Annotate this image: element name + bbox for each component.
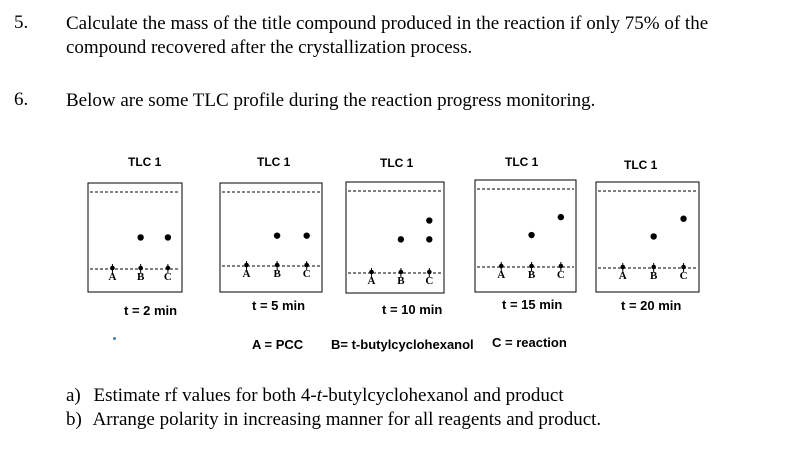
lane-label: C (164, 271, 172, 283)
tlc-spot (427, 269, 432, 275)
tlc-spot (557, 213, 565, 221)
tlc-spot (138, 265, 143, 271)
lane-label: B (137, 271, 145, 283)
tlc-time-label: t = 15 min (502, 297, 563, 312)
tlc-plate-border (474, 179, 577, 293)
tlc-spot (498, 263, 504, 269)
question-number: 6. (14, 89, 29, 110)
tlc-spot (165, 265, 171, 271)
lane-label: B (397, 275, 405, 287)
lane-label: C (303, 268, 311, 280)
tlc-spot (426, 217, 433, 224)
tlc-time-label: t = 10 min (382, 302, 443, 317)
tlc-spot (398, 269, 404, 275)
subquestion-prefix: a) (66, 385, 81, 406)
tlc-time-label: t = 2 min (124, 303, 178, 318)
tlc-title: TLC 1 (128, 155, 162, 169)
question-line: Calculate the mass of the title compound… (66, 13, 709, 34)
tlc-spot (164, 234, 172, 241)
tlc-spot (303, 232, 310, 239)
tlc-time-label: t = 20 min (621, 298, 682, 313)
tlc-spot (620, 264, 626, 270)
tlc-spot (369, 269, 374, 275)
lane-label: C (680, 270, 688, 282)
tlc-spot (681, 264, 686, 270)
tlc-time-label: t = 5 min (252, 298, 306, 313)
subquestion-text: -butylcyclohexanol and product (321, 385, 564, 406)
lane-label: B (273, 268, 281, 280)
legend-a: A = PCC (252, 337, 304, 352)
tlc-spot (528, 231, 535, 239)
tlc-spot (244, 262, 249, 268)
tlc-spot (680, 215, 687, 222)
tlc-plate-border (219, 182, 323, 293)
lane-label: A (368, 275, 376, 287)
question-number: 5. (14, 12, 29, 33)
legend-c: C = reaction (492, 335, 567, 350)
tlc-spot (650, 233, 657, 240)
tlc-plate-border (595, 181, 700, 293)
tlc-spot (110, 265, 115, 271)
tlc-plate-border (345, 181, 445, 294)
lane-label: A (243, 268, 251, 280)
lane-label: B (650, 270, 658, 282)
tlc-spot (529, 263, 534, 269)
tlc-title: TLC 1 (257, 155, 291, 169)
tlc-spot (137, 234, 144, 241)
legend-b: B= t-butylcyclohexanol (331, 337, 474, 352)
subquestion-b: b) Arrange polarity in increasing manner… (66, 408, 601, 432)
tlc-spot (304, 262, 310, 268)
question-line: Below are some TLC profile during the re… (66, 90, 596, 111)
lane-label: A (108, 271, 116, 283)
lane-label: B (528, 269, 536, 281)
question-text: Calculate the mass of the title compound… (66, 12, 708, 60)
subquestion-text: Arrange polarity in increasing manner fo… (92, 409, 602, 430)
tlc-plate-border (87, 182, 183, 293)
question-line: compound recovered after the crystalliza… (66, 37, 473, 58)
lane-label: A (497, 269, 505, 281)
subquestion-prefix: b) (66, 409, 82, 430)
tlc-title: TLC 1 (505, 155, 539, 169)
tlc-spot (426, 236, 433, 243)
tlc-title: TLC 1 (624, 158, 658, 172)
stray-dot-mark (113, 337, 116, 340)
subquestion-text: Estimate rf values for both 4- (93, 385, 317, 406)
subquestion-a: a) Estimate rf values for both 4-t-butyl… (66, 384, 564, 408)
tlc-spot (274, 262, 280, 268)
tlc-spot (651, 264, 656, 270)
tlc-spot (273, 232, 281, 239)
tlc-title: TLC 1 (380, 156, 414, 170)
question-text: Below are some TLC profile during the re… (66, 89, 595, 113)
tlc-spot (558, 263, 564, 269)
lane-label: C (425, 275, 433, 287)
tlc-spot (397, 236, 405, 243)
lane-label: C (557, 269, 565, 281)
subquestion-italic: t (316, 385, 322, 406)
lane-label: A (619, 270, 627, 282)
